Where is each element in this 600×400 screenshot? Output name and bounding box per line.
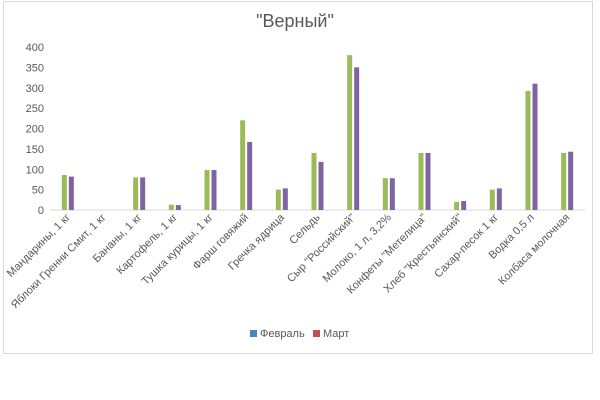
chart-title: "Верный" (256, 11, 334, 31)
bar-feb (454, 201, 460, 210)
bar-feb (489, 189, 495, 210)
bars-group (61, 55, 574, 211)
x-tick-label: Колбаса молочная (496, 212, 572, 288)
bar-mar (354, 67, 360, 210)
x-tick-label: Мандарины, 1 кг (5, 212, 73, 280)
bar-mar (318, 161, 324, 210)
bar-mar (140, 177, 146, 210)
x-tick-label: Сахар-песок 1 кг (432, 212, 501, 281)
x-tick-label: Картофель, 1 кг (115, 212, 180, 277)
bar-feb (561, 152, 567, 210)
bar-mar (247, 141, 253, 210)
y-tick-label: 150 (26, 144, 44, 156)
bar-mar (389, 178, 395, 210)
bar-mar (211, 170, 217, 210)
bar-feb (61, 174, 67, 210)
bar-feb (311, 152, 317, 210)
bar-mar (175, 205, 181, 210)
x-tick-label: Сыр "Российский" (285, 212, 358, 285)
x-tick-label: Сельдь (287, 211, 323, 247)
legend-label: Март (323, 328, 349, 340)
bar-mar (461, 201, 467, 210)
y-tick-label: 200 (26, 124, 44, 136)
bar-mar (282, 188, 288, 210)
bar-mar (68, 176, 74, 210)
bar-mar (496, 188, 502, 210)
legend: Февраль Март (250, 328, 349, 340)
bar-mar (568, 151, 574, 210)
bar-feb (133, 177, 139, 210)
bar-mar (425, 152, 431, 210)
y-tick-label: 350 (26, 62, 44, 74)
legend-swatch (250, 330, 257, 337)
bar-feb (204, 170, 210, 210)
y-tick-label: 400 (26, 42, 44, 54)
bar-feb (275, 189, 281, 210)
chart-frame (3, 1, 593, 354)
legend-label: Февраль (260, 328, 305, 340)
legend-swatch (313, 330, 320, 337)
bar-feb (418, 152, 424, 210)
bar-feb (168, 204, 174, 210)
bar-feb (347, 55, 353, 211)
y-tick-label: 0 (38, 205, 44, 217)
y-tick-label: 100 (26, 164, 44, 176)
y-axis: 0 50 100 150 200 250 300 350 400 (26, 42, 44, 217)
bar-feb (240, 120, 246, 210)
bar-feb (525, 91, 531, 210)
x-tick-label: Молоко, 1 л, 3,2% (321, 211, 395, 285)
bar-mar (532, 83, 538, 210)
bar-feb (382, 178, 388, 210)
y-tick-label: 300 (26, 83, 44, 95)
y-tick-label: 50 (32, 185, 44, 197)
y-tick-label: 250 (26, 103, 44, 115)
